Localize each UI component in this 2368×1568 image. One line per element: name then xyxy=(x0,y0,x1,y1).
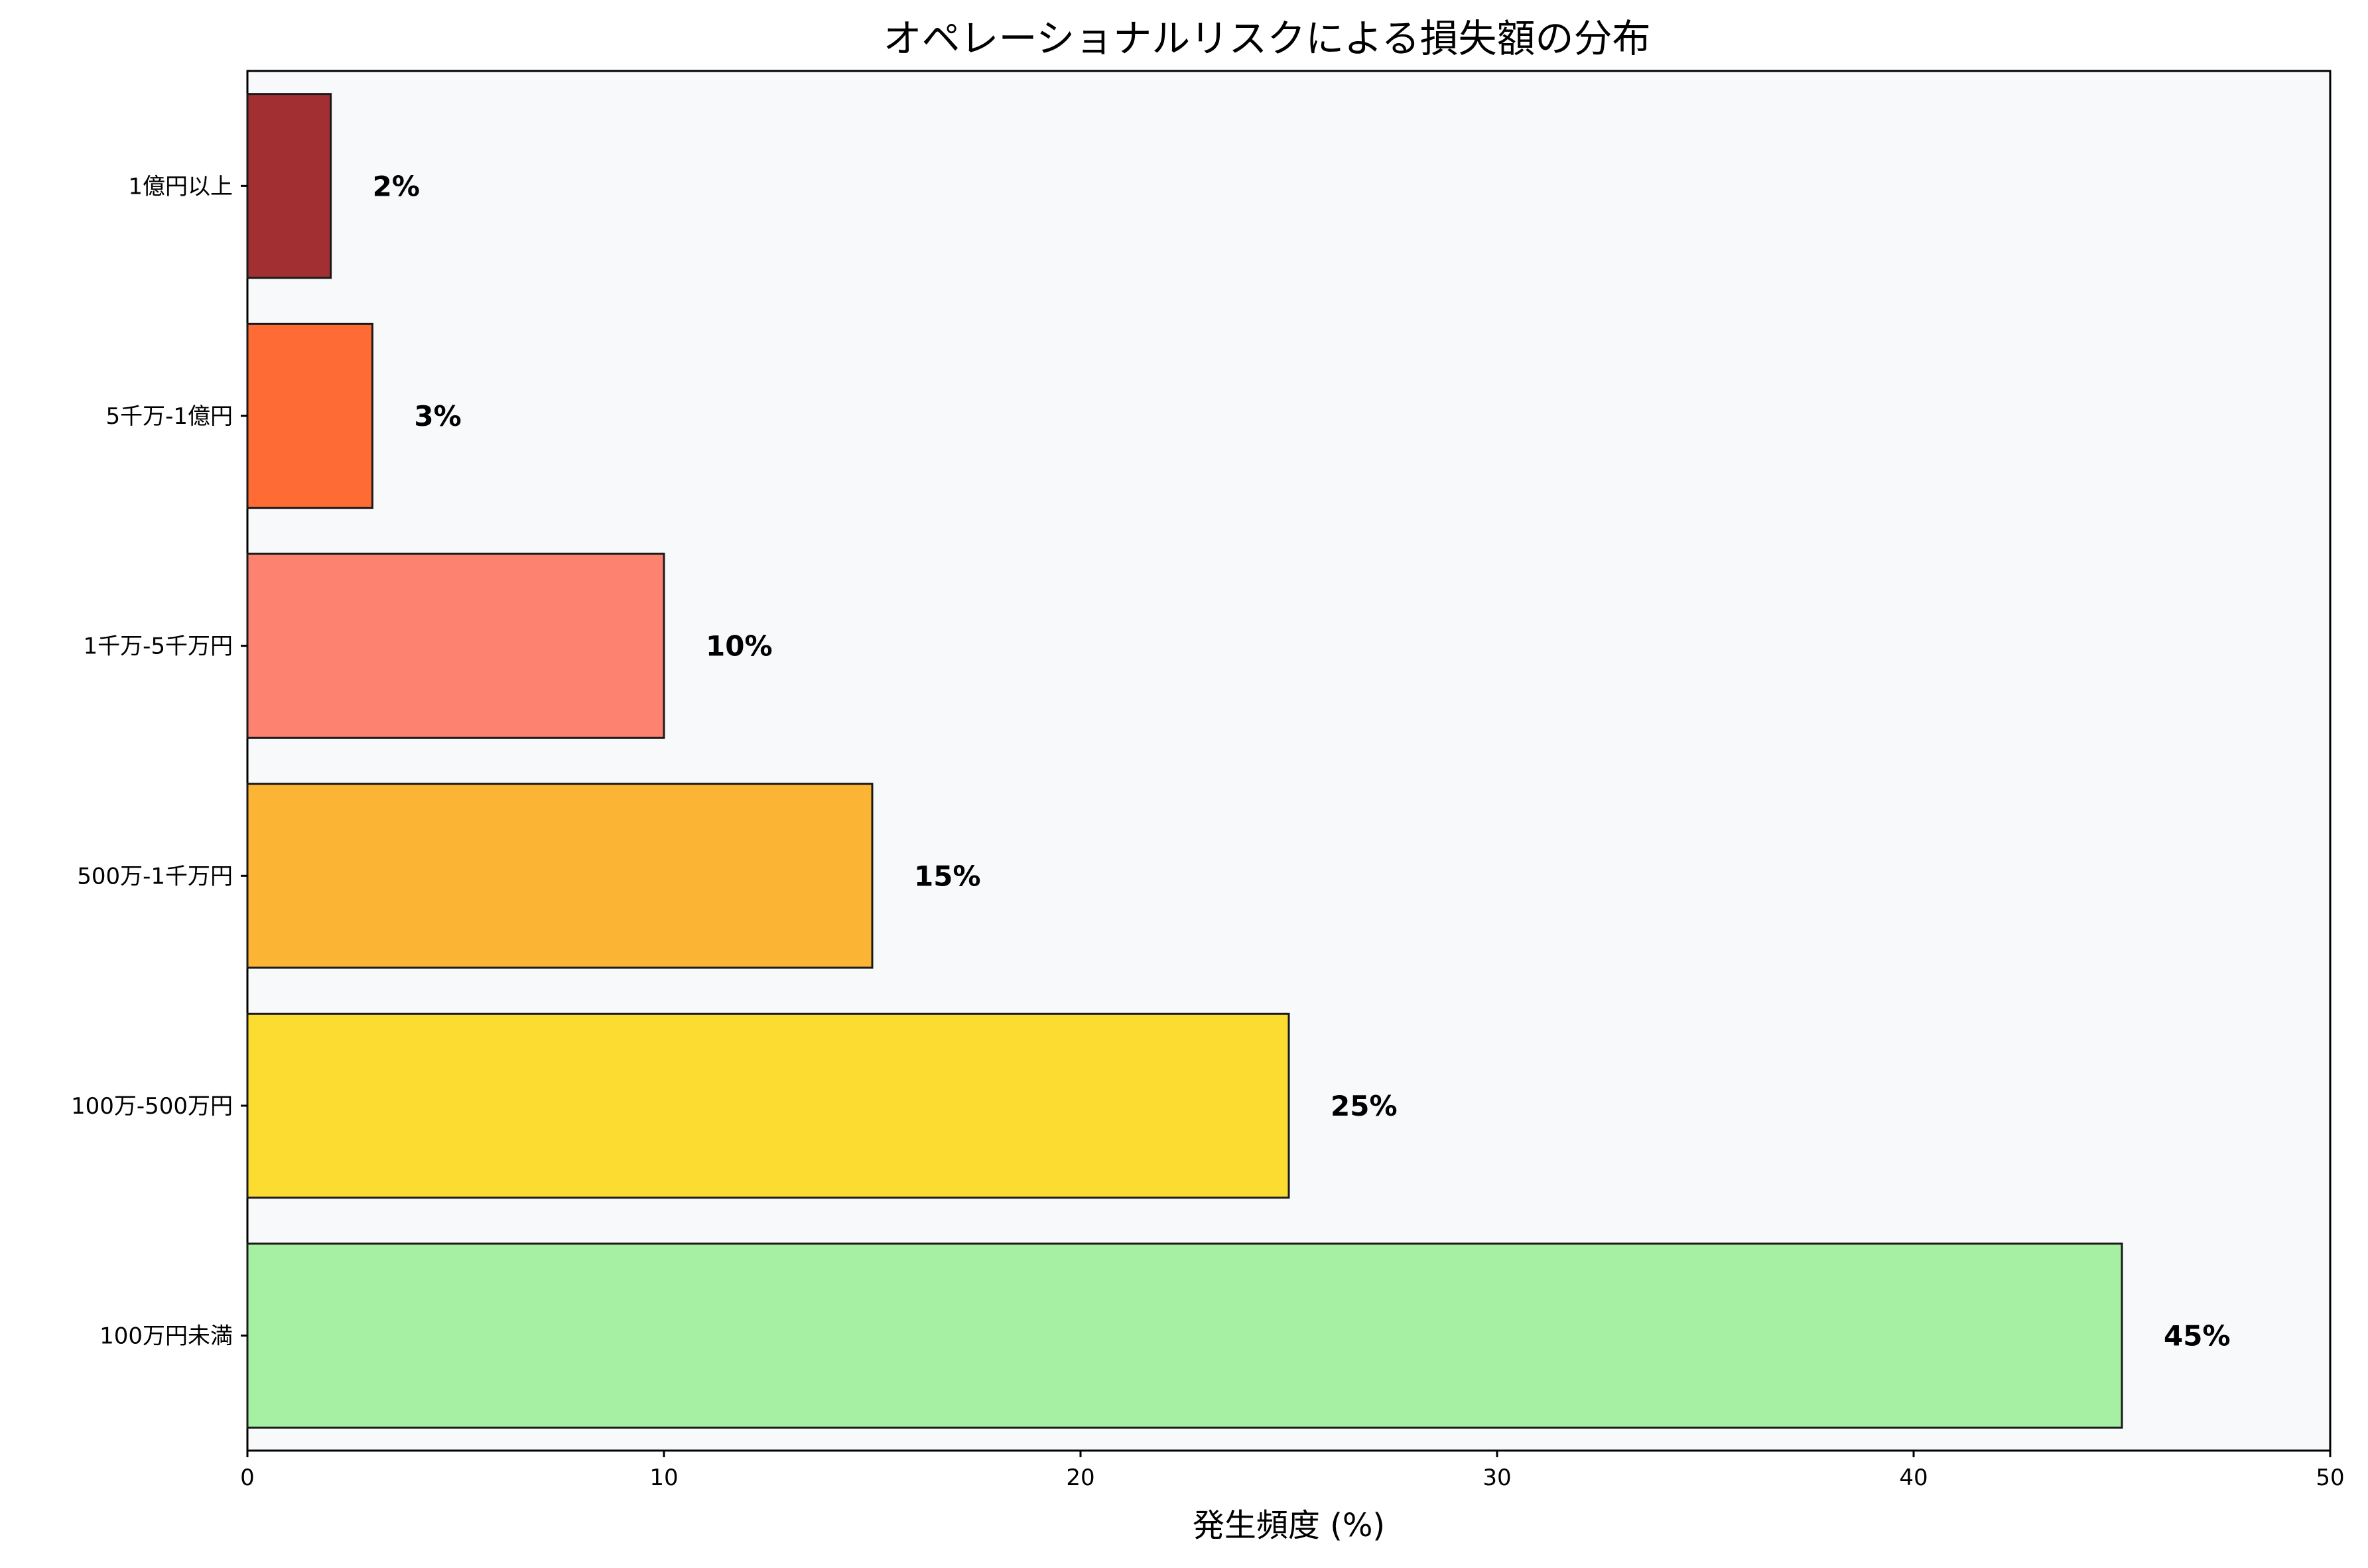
x-tick-label-1: 10 xyxy=(649,1465,678,1491)
value-label-0: 45% xyxy=(2164,1320,2231,1352)
value-label-5: 2% xyxy=(373,170,420,202)
bar-0 xyxy=(246,1242,2123,1429)
x-tick-label-0: 0 xyxy=(240,1465,255,1491)
x-tick-label-4: 40 xyxy=(1899,1465,1928,1491)
plot-area xyxy=(246,70,2332,1452)
x-tick-label-2: 20 xyxy=(1066,1465,1094,1491)
bar-2 xyxy=(246,783,874,969)
bars-layer: 45% 25% 15% 10% 3% 2% xyxy=(246,93,2231,1429)
x-tick-label-5: 50 xyxy=(2316,1465,2344,1491)
y-tick-label-4: 5千万-1億円 xyxy=(105,403,233,430)
y-axis: 100万円未満 100万-500万円 500万-1千万円 1千万-5千万円 5千万-1億… xyxy=(71,173,247,1350)
y-tick-label-2: 500万-1千万円 xyxy=(77,863,233,889)
y-tick-label-0: 100万円未満 xyxy=(99,1323,233,1350)
bar-4 xyxy=(246,322,373,509)
x-axis-label: 発生頻度 (%) xyxy=(1193,1507,1385,1544)
value-label-1: 25% xyxy=(1331,1090,1398,1122)
chart-title: オペレーショナルリスクによる損失額の分布 xyxy=(883,16,1650,61)
x-tick-label-3: 30 xyxy=(1482,1465,1511,1491)
x-axis: 0 10 20 30 40 50 xyxy=(240,1451,2345,1491)
value-label-4: 3% xyxy=(414,400,461,432)
bar-3 xyxy=(246,553,665,739)
value-label-2: 15% xyxy=(914,860,981,892)
bar-1 xyxy=(246,1012,1290,1199)
y-tick-label-5: 1億円以上 xyxy=(128,173,233,200)
bar-5 xyxy=(246,93,332,279)
value-label-3: 10% xyxy=(706,630,773,663)
y-tick-label-3: 1千万-5千万円 xyxy=(83,633,233,660)
y-tick-label-1: 100万-500万円 xyxy=(71,1093,233,1120)
